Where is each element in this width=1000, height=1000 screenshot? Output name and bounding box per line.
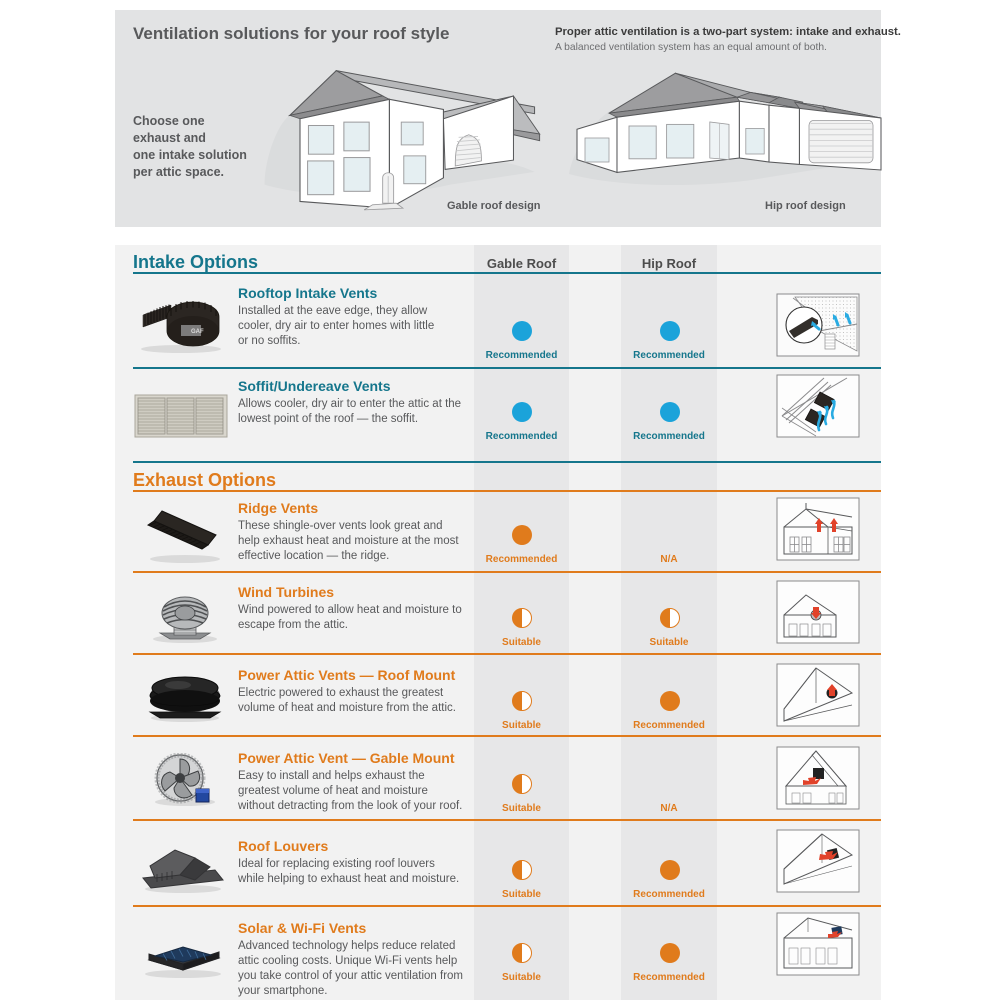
svg-text:GAF: GAF [191, 329, 204, 335]
